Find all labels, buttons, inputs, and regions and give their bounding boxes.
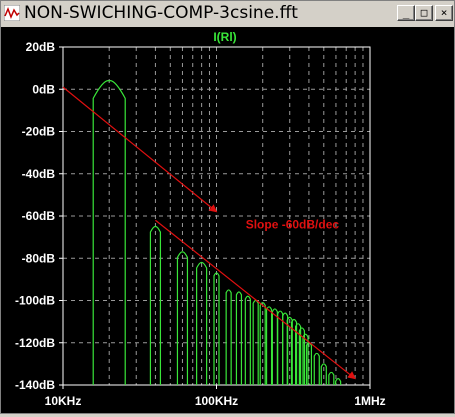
- harmonic-peak: [298, 327, 305, 385]
- harmonic-peak: [286, 316, 293, 385]
- fft-chart[interactable]: I(Rl) Slope -60dB/dec 20dB 0dB -20dB -40dB -…: [1, 27, 454, 413]
- harmonic-peak: [213, 272, 220, 385]
- harmonic-peak: [271, 308, 278, 385]
- harmonic-peak: [196, 261, 208, 385]
- harmonic-peak: [265, 306, 273, 385]
- maximize-button[interactable]: □: [415, 5, 433, 21]
- harmonic-peak: [282, 312, 289, 385]
- y-tick-label: 20dB: [26, 40, 56, 54]
- harmonic-peak: [335, 378, 342, 385]
- harmonic-peak: [235, 291, 243, 385]
- harmonic-peak: [244, 295, 251, 385]
- grid: [63, 47, 370, 385]
- y-axis-labels: 20dB 0dB -20dB -40dB -60dB -80dB -100dB -120dB -…: [15, 40, 63, 392]
- harmonic-peak: [290, 318, 298, 385]
- harmonic-peak: [149, 225, 162, 385]
- slope-annotation: Slope -60dB/dec: [246, 218, 340, 232]
- y-tick-label: -80dB: [22, 251, 56, 265]
- y-tick-label: -140dB: [15, 378, 55, 392]
- harmonic-peak: [294, 323, 302, 385]
- harmonic-peak: [328, 371, 335, 385]
- annotations: Slope -60dB/dec: [62, 86, 356, 380]
- harmonic-peak: [225, 289, 232, 385]
- y-tick-label: 0dB: [32, 82, 55, 96]
- x-tick-label: 1MHz: [354, 394, 385, 408]
- plot-area[interactable]: I(Rl) Slope -60dB/dec 20dB 0dB -20dB -40dB -…: [1, 27, 454, 413]
- y-tick-label: -120dB: [15, 336, 55, 350]
- x-axis-labels: 10KHz 100KHz 1MHz: [45, 385, 386, 408]
- harmonic-peak: [92, 80, 126, 385]
- harmonic-peak: [277, 310, 284, 385]
- waveform-icon: [4, 5, 20, 21]
- minimize-button[interactable]: _: [397, 5, 415, 21]
- slope-arrow: [155, 219, 356, 380]
- x-tick-label: 10KHz: [45, 394, 82, 408]
- harmonic-peak: [302, 333, 309, 385]
- y-tick-label: -60dB: [22, 209, 56, 223]
- harmonic-peak: [320, 363, 327, 385]
- y-tick-label: -20dB: [22, 125, 56, 139]
- harmonic-peak: [313, 352, 320, 385]
- trace-label[interactable]: I(Rl): [213, 30, 236, 44]
- close-button[interactable]: ×: [435, 5, 453, 21]
- x-tick-label: 100KHz: [195, 394, 238, 408]
- harmonic-peak: [176, 251, 189, 385]
- title-bar[interactable]: NON-SWICHING-COMP-3csine.fft _ □ ×: [1, 1, 454, 28]
- y-tick-label: -100dB: [15, 294, 55, 308]
- fft-trace: [92, 80, 342, 385]
- y-tick-label: -40dB: [22, 167, 56, 181]
- slope-arrow: [62, 86, 218, 213]
- window-title: NON-SWICHING-COMP-3csine.fft: [24, 3, 298, 23]
